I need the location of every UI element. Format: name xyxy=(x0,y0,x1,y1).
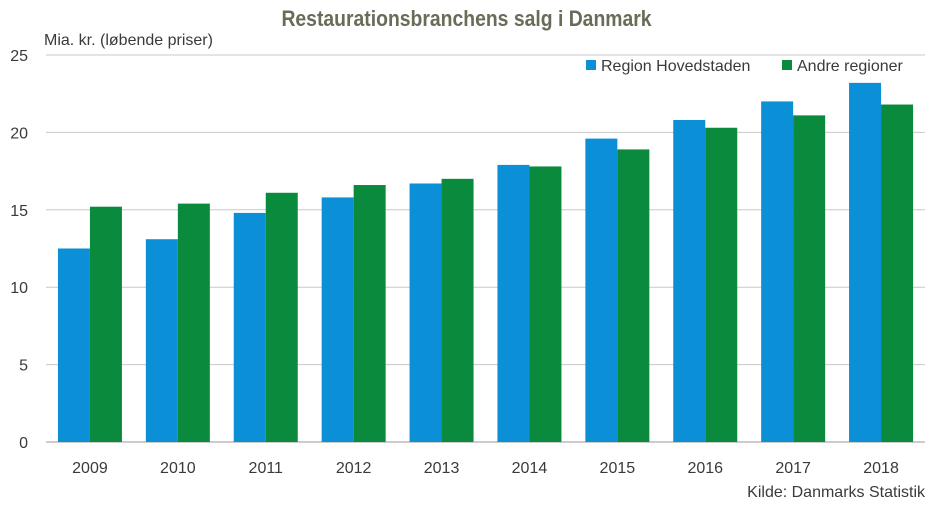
x-tick-label: 2013 xyxy=(424,460,460,477)
bar-region-hovedstaden-2012 xyxy=(321,197,354,442)
x-tick-label: 2011 xyxy=(249,460,284,477)
chart-title: Restaurationsbranchens salg i Danmark xyxy=(281,6,652,31)
bar-andre-regioner-2014 xyxy=(529,166,562,442)
bar-andre-regioner-2018 xyxy=(881,104,914,442)
bar-region-hovedstaden-2010 xyxy=(145,239,178,442)
x-tick-label: 2014 xyxy=(512,460,548,477)
bar-region-hovedstaden-2015 xyxy=(585,138,618,443)
bar-region-hovedstaden-2014 xyxy=(497,164,530,442)
bar-andre-regioner-2013 xyxy=(441,178,474,442)
bar-region-hovedstaden-2016 xyxy=(673,120,706,443)
bar-andre-regioner-2009 xyxy=(89,206,122,442)
bar-andre-regioner-2010 xyxy=(177,203,210,442)
y-tick-label: 15 xyxy=(10,203,28,220)
x-tick-labels: 2009 2010 2011 2012 2013 2014 2015 2016 2017 2018 xyxy=(72,460,899,477)
bar-andre-regioner-2016 xyxy=(705,127,738,443)
legend-swatch xyxy=(782,60,792,70)
y-tick-label: 25 xyxy=(10,48,28,65)
x-tick-label: 2018 xyxy=(863,460,899,477)
y-axis-label: Mia. kr. (løbende priser) xyxy=(44,32,213,49)
y-tick-labels: 0 5 10 15 20 25 xyxy=(10,48,28,452)
bar-region-hovedstaden-2017 xyxy=(761,101,794,442)
source-note: Kilde: Danmarks Statistik xyxy=(747,484,925,501)
legend: Region Hovedstaden Andre regioner xyxy=(586,58,904,75)
x-tick-label: 2009 xyxy=(72,460,108,477)
y-tick-label: 0 xyxy=(19,435,28,452)
bar-andre-regioner-2015 xyxy=(617,149,650,443)
bar-andre-regioner-2012 xyxy=(353,185,386,443)
y-tick-label: 5 xyxy=(19,358,28,375)
legend-swatch xyxy=(586,60,596,70)
legend-label: Andre regioner xyxy=(797,58,904,75)
y-tick-label: 10 xyxy=(10,280,28,297)
bar-region-hovedstaden-2013 xyxy=(409,183,442,442)
x-tick-label: 2010 xyxy=(160,460,196,477)
x-tick-label: 2017 xyxy=(775,460,811,477)
y-tick-label: 20 xyxy=(10,125,28,142)
bar-region-hovedstaden-2018 xyxy=(849,82,882,442)
x-tick-label: 2012 xyxy=(336,460,372,477)
bar-region-hovedstaden-2011 xyxy=(233,212,266,442)
x-tick-label: 2015 xyxy=(600,460,636,477)
x-tick-label: 2016 xyxy=(687,460,723,477)
bar-region-hovedstaden-2009 xyxy=(57,248,90,442)
bar-andre-regioner-2011 xyxy=(265,192,298,442)
legend-label: Region Hovedstaden xyxy=(601,58,750,75)
bars xyxy=(57,82,914,443)
bar-andre-regioner-2017 xyxy=(793,115,826,442)
